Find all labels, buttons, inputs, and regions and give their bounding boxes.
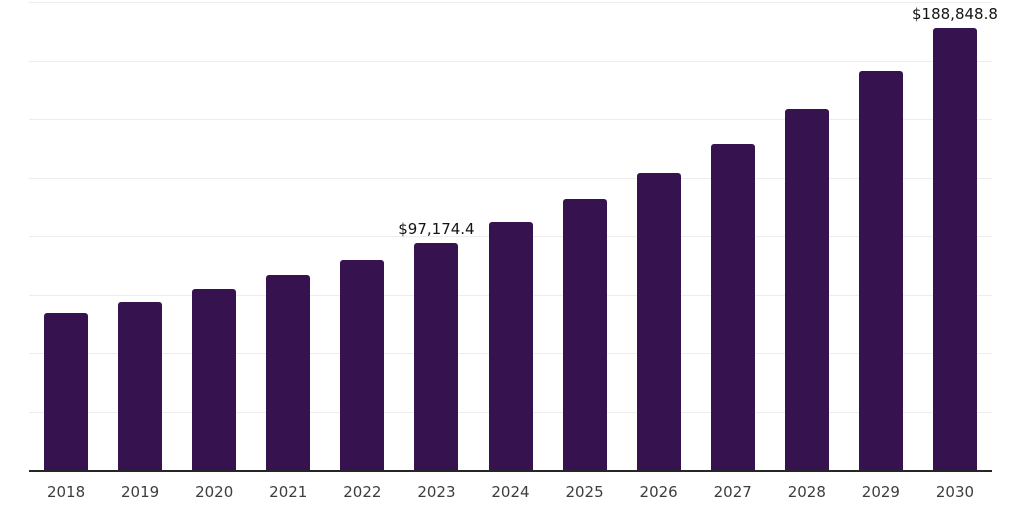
bar-2020 xyxy=(192,288,237,470)
bar-2030 xyxy=(932,28,977,470)
x-tick-label-2024: 2024 xyxy=(491,483,530,501)
gridline xyxy=(29,119,992,120)
bar-2018 xyxy=(44,312,89,470)
x-tick-label-2022: 2022 xyxy=(343,483,382,501)
x-tick-label-2019: 2019 xyxy=(121,483,160,501)
x-tick-label-2018: 2018 xyxy=(46,483,86,501)
bar-2028 xyxy=(784,108,829,470)
gridline xyxy=(29,2,992,3)
plot-area: $97,174.4 $188,848.8 xyxy=(29,2,998,472)
bar-2023 xyxy=(414,242,459,470)
x-tick-label-2030: 2030 xyxy=(935,483,975,501)
x-tick-label-2023: 2023 xyxy=(417,483,456,501)
bar-2025 xyxy=(562,199,607,470)
x-tick-label-2027: 2027 xyxy=(713,483,752,501)
x-tick-label-2029: 2029 xyxy=(861,483,900,501)
bar-2021 xyxy=(266,274,311,470)
x-axis-labels: 2018 2019 2020 2021 2022 2023 2024 2025 2026 2027… xyxy=(29,483,992,501)
bar-2022 xyxy=(340,259,385,470)
bar-2024 xyxy=(488,221,533,470)
gridline xyxy=(29,177,992,179)
bar-2019 xyxy=(118,301,163,470)
x-tick-label-2021: 2021 xyxy=(269,483,308,501)
bar-2027 xyxy=(710,143,755,470)
bar-2029 xyxy=(858,70,903,470)
gridline xyxy=(29,60,992,62)
bar-value-label-2023: $97,174.4 xyxy=(398,219,475,238)
x-axis-line xyxy=(29,470,992,472)
bar-2026 xyxy=(636,172,681,470)
x-tick-label-2020: 2020 xyxy=(195,483,234,501)
bar-value-label-2030: $188,848.8 xyxy=(912,5,998,24)
x-tick-label-2025: 2025 xyxy=(565,483,604,501)
x-tick-label-2028: 2028 xyxy=(787,483,826,501)
x-tick-label-2026: 2026 xyxy=(639,483,678,501)
